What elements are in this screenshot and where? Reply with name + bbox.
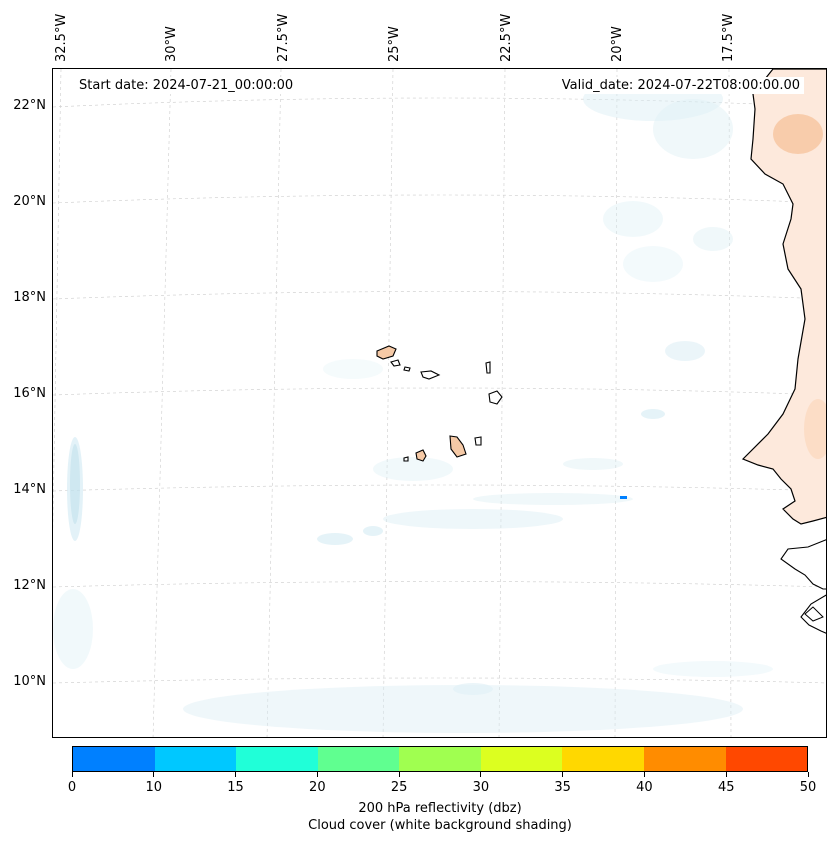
- lat-label-18: 18°N: [13, 290, 46, 305]
- grid-lon-25: [382, 69, 394, 737]
- lon-label-30: 30°W: [164, 26, 179, 62]
- colorbar-tick-mark: [316, 772, 318, 777]
- grid-lon-22.5: [498, 69, 506, 737]
- island-brava: [403, 456, 409, 462]
- colorbar-tick-mark: [398, 772, 400, 777]
- colorbar-tick-label: 30: [472, 780, 490, 795]
- lon-label-17.5: 17.5°W: [721, 13, 736, 62]
- lat-label-16: 16°N: [13, 386, 46, 401]
- lat-label-12: 12°N: [13, 578, 46, 593]
- colorbar-tick-mark: [562, 772, 564, 777]
- lon-label-22.5: 22.5°W: [499, 13, 514, 62]
- lat-label-22: 22°N: [13, 98, 46, 113]
- colorbar-tick-label: 0: [67, 780, 77, 795]
- colorbar-tick-mark: [71, 772, 73, 777]
- lon-label-27.5: 27.5°W: [276, 13, 291, 62]
- colorbar-segment-2: [236, 747, 318, 771]
- colorbar-segment-5: [480, 747, 563, 771]
- island-maio: [474, 436, 482, 446]
- colorbar-tick-label: 40: [636, 780, 653, 795]
- lat-label-14: 14°N: [13, 482, 46, 497]
- land-warm-shade-north: [773, 114, 823, 154]
- colorbar-tick-label: 45: [717, 780, 735, 795]
- grid-lon-27.5: [266, 69, 282, 737]
- colorbar-segment-6: [562, 747, 644, 771]
- colorbar-tick-label: 10: [145, 780, 163, 795]
- guinea-bissau-coast: [780, 539, 826, 590]
- colorbar-segment-0: [73, 747, 155, 771]
- colorbar-tick-label: 50: [799, 780, 817, 795]
- map-canvas: [53, 69, 826, 737]
- island-santo-antao: [376, 345, 397, 360]
- valid-date-label: Valid_date: 2024-07-22T08:00:00.00: [557, 77, 804, 94]
- colorbar-segment-8: [725, 747, 808, 771]
- colorbar-sublabel: Cloud cover (white background shading): [308, 818, 572, 833]
- lon-label-32.5: 32.5°W: [54, 13, 69, 62]
- colorbar-tick-mark: [643, 772, 645, 777]
- colorbar-segment-3: [317, 747, 400, 771]
- island-sao-vicente: [390, 359, 401, 367]
- colorbar-label: 200 hPa reflectivity (dbz): [358, 801, 522, 816]
- lat-label-20: 20°N: [13, 194, 46, 209]
- africa-coast: [741, 69, 826, 525]
- grid-lon-30: [152, 69, 172, 737]
- island-boa-vista: [488, 390, 503, 405]
- colorbar-tick-label: 25: [390, 780, 408, 795]
- grid-lat-12: [53, 581, 826, 588]
- colorbar-tick-label: 15: [227, 780, 244, 795]
- lon-label-25: 25°W: [387, 26, 402, 62]
- island-santiago: [449, 435, 467, 458]
- grid-lat-14: [53, 484, 826, 492]
- colorbar-tick-mark: [807, 772, 809, 777]
- lon-label-20: 20°W: [610, 26, 625, 62]
- lat-label-10: 10°N: [13, 674, 46, 689]
- colorbar-tick-mark: [235, 772, 237, 777]
- colorbar-tick-mark: [725, 772, 727, 777]
- grid-lon-17.5: [728, 69, 732, 737]
- colorbar-tick-mark: [480, 772, 482, 777]
- colorbar-tick-label: 20: [309, 780, 326, 795]
- grid-lat-16: [53, 387, 826, 396]
- grid-lat-18: [53, 291, 826, 300]
- colorbar: [72, 746, 808, 772]
- grid-lat-10: [53, 677, 826, 684]
- bissagos-island: [804, 606, 824, 622]
- grid-lon-20: [614, 69, 618, 737]
- island-santa-luzia: [403, 366, 411, 372]
- land-warm-shade-south: [804, 399, 826, 459]
- grid-lat-20: [53, 194, 826, 204]
- colorbar-segment-7: [643, 747, 726, 771]
- colorbar-tick-mark: [153, 772, 155, 777]
- map-panel: Start date: 2024-07-21_00:00:00 Valid_da…: [52, 68, 827, 738]
- graticule: [53, 69, 826, 737]
- reflectivity-echo: [620, 496, 627, 499]
- cloud-cover: [53, 77, 773, 733]
- colorbar-segment-1: [154, 747, 237, 771]
- colorbar-tick-label: 35: [554, 780, 571, 795]
- colorbar-segment-4: [399, 747, 481, 771]
- island-sao-nicolau: [420, 370, 441, 380]
- island-sal: [485, 361, 491, 374]
- land: [741, 69, 826, 634]
- cape-verde-islands: [376, 345, 503, 462]
- island-fogo: [415, 449, 427, 462]
- start-date-label: Start date: 2024-07-21_00:00:00: [75, 77, 298, 94]
